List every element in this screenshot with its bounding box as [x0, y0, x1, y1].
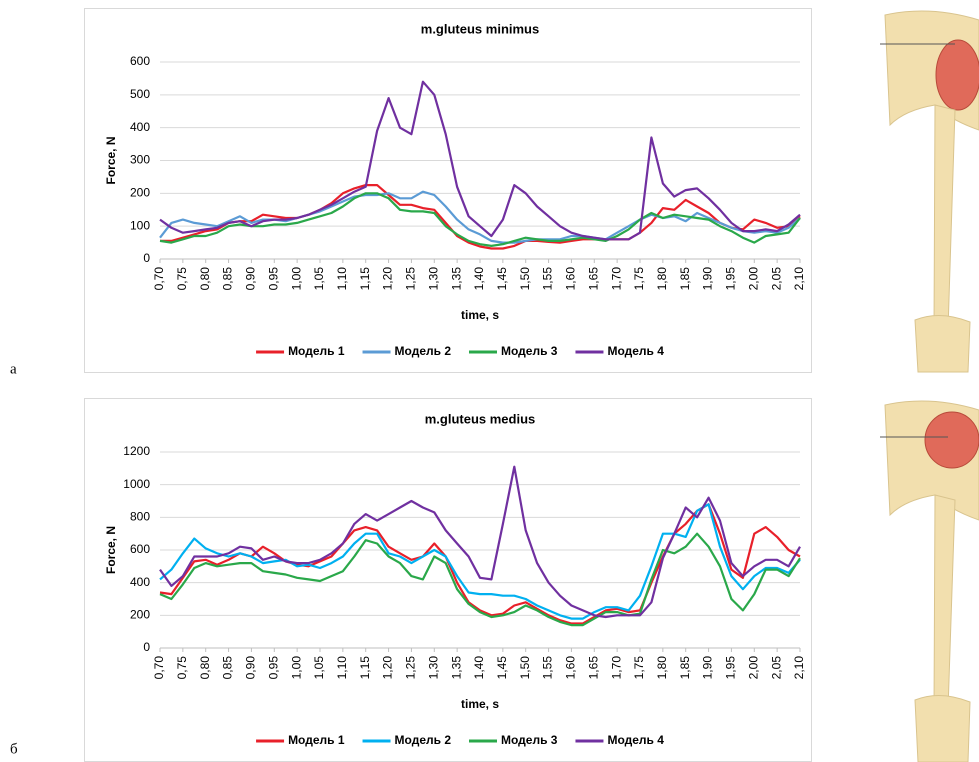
- x-tick-label: 1,35: [449, 656, 463, 680]
- y-tick-label: 800: [130, 510, 150, 524]
- figure: а б m.gluteus minimus 0 100 200 300 400 500 600…: [0, 0, 979, 762]
- x-tick-label: 1,10: [335, 267, 349, 291]
- y-tick-label: 200: [130, 608, 150, 622]
- legend-label: Модель 1: [288, 344, 345, 358]
- x-tick-label: 1,60: [564, 267, 578, 291]
- legend-label: Модель 1: [288, 733, 345, 747]
- x-tick-label: 1,35: [449, 267, 463, 291]
- x-tick-label: 1,60: [564, 656, 578, 680]
- x-tick-label: 0,80: [198, 267, 212, 291]
- x-tick-label: 1,15: [358, 656, 372, 680]
- x-tick-label: 2,05: [769, 267, 783, 291]
- panel-label: б: [10, 741, 18, 757]
- y-axis-title: Force, N: [104, 526, 118, 574]
- x-tick-label: 0,85: [221, 656, 235, 680]
- x-tick-label: 1,80: [655, 267, 669, 291]
- y-tick-label: 400: [130, 575, 150, 589]
- chart-frame: [85, 399, 812, 762]
- x-tick-label: 1,80: [655, 656, 669, 680]
- chart-frame: [85, 9, 812, 373]
- y-tick-label: 1200: [123, 444, 150, 458]
- y-tick-label: 1000: [123, 477, 150, 491]
- x-tick-label: 1,30: [426, 656, 440, 680]
- legend-label: Модель 2: [395, 344, 452, 358]
- y-tick-label: 400: [130, 120, 150, 134]
- x-tick-label: 1,90: [701, 656, 715, 680]
- panel-label: а: [10, 361, 17, 377]
- x-tick-label: 2,00: [746, 267, 760, 291]
- x-tick-label: 1,55: [541, 656, 555, 680]
- x-tick-label: 1,55: [541, 267, 555, 291]
- x-tick-label: 0,80: [198, 656, 212, 680]
- x-tick-label: 0,75: [175, 267, 189, 291]
- x-tick-label: 1,40: [472, 267, 486, 291]
- x-tick-label: 1,75: [632, 267, 646, 291]
- chart-title: m.gluteus minimus: [421, 21, 539, 36]
- x-tick-label: 1,50: [518, 267, 532, 291]
- x-tick-label: 1,85: [678, 656, 692, 680]
- x-tick-label: 0,85: [221, 267, 235, 291]
- y-tick-label: 100: [130, 218, 150, 232]
- legend-label: Модель 4: [607, 733, 664, 747]
- x-tick-label: 1,95: [724, 267, 738, 291]
- x-tick-label: 0,95: [266, 656, 280, 680]
- x-tick-label: 1,85: [678, 267, 692, 291]
- x-tick-label: 2,05: [769, 656, 783, 680]
- y-tick-label: 600: [130, 54, 150, 68]
- x-tick-label: 1,20: [381, 656, 395, 680]
- x-tick-label: 0,90: [244, 656, 258, 680]
- legend-label: Модель 3: [501, 733, 558, 747]
- x-tick-label: 1,70: [609, 656, 623, 680]
- x-tick-label: 2,10: [792, 267, 806, 291]
- legend-label: Модель 3: [501, 344, 558, 358]
- x-axis-title: time, s: [461, 697, 499, 711]
- x-tick-label: 1,20: [381, 267, 395, 291]
- x-tick-label: 0,95: [266, 267, 280, 291]
- x-tick-label: 1,90: [701, 267, 715, 291]
- x-tick-label: 0,75: [175, 656, 189, 680]
- x-axis-title: time, s: [461, 308, 499, 322]
- chart-title: m.gluteus medius: [425, 411, 536, 426]
- y-axis-title: Force, N: [104, 136, 118, 184]
- x-tick-label: 1,00: [289, 267, 303, 291]
- x-tick-label: 1,00: [289, 656, 303, 680]
- x-tick-label: 1,65: [586, 267, 600, 291]
- x-tick-label: 2,10: [792, 656, 806, 680]
- legend-label: Модель 4: [607, 344, 664, 358]
- x-tick-label: 0,70: [152, 656, 166, 680]
- x-tick-label: 1,30: [426, 267, 440, 291]
- y-tick-label: 300: [130, 153, 150, 167]
- x-tick-label: 1,05: [312, 656, 326, 680]
- legend-label: Модель 2: [395, 733, 452, 747]
- x-tick-label: 1,40: [472, 656, 486, 680]
- x-tick-label: 1,95: [724, 656, 738, 680]
- x-tick-label: 1,65: [586, 656, 600, 680]
- x-tick-label: 1,15: [358, 267, 372, 291]
- x-tick-label: 0,70: [152, 267, 166, 291]
- y-tick-label: 0: [143, 251, 150, 265]
- x-tick-label: 1,70: [609, 267, 623, 291]
- y-tick-label: 200: [130, 186, 150, 200]
- x-tick-label: 1,45: [495, 656, 509, 680]
- y-tick-label: 500: [130, 87, 150, 101]
- x-tick-label: 2,00: [746, 656, 760, 680]
- x-tick-label: 0,90: [244, 267, 258, 291]
- x-tick-label: 1,50: [518, 656, 532, 680]
- anatomy-illustration: [880, 11, 979, 762]
- x-tick-label: 1,45: [495, 267, 509, 291]
- y-tick-label: 0: [143, 640, 150, 654]
- x-tick-label: 1,25: [404, 656, 418, 680]
- x-tick-label: 1,10: [335, 656, 349, 680]
- x-tick-label: 1,05: [312, 267, 326, 291]
- y-tick-label: 600: [130, 542, 150, 556]
- x-tick-label: 1,75: [632, 656, 646, 680]
- x-tick-label: 1,25: [404, 267, 418, 291]
